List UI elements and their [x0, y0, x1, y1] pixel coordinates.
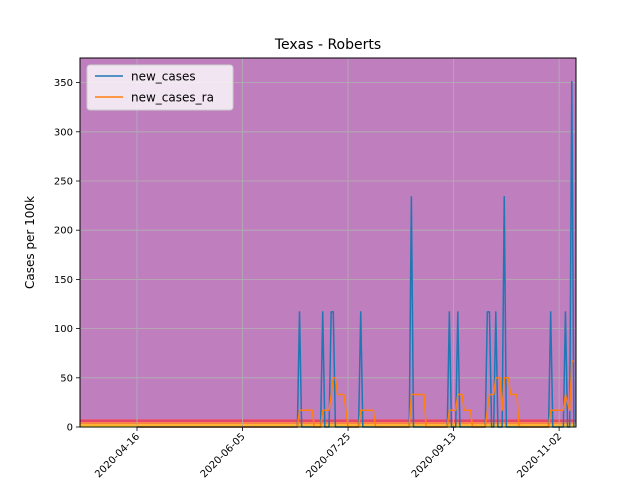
background-band-2	[80, 422, 576, 425]
y-tick-label-0: 0	[67, 423, 73, 434]
background-bands	[80, 58, 576, 427]
background-band-1	[80, 424, 576, 427]
y-tick-label-2: 100	[54, 324, 73, 335]
legend-label-new_cases: new_cases	[131, 70, 196, 84]
y-tick-label-7: 350	[54, 78, 73, 89]
legend: new_cases new_cases_ra	[86, 64, 234, 111]
y-tick-label-3: 150	[54, 275, 73, 286]
y-tick-label-6: 300	[54, 127, 73, 138]
y-axis-label: Cases per 100k	[23, 196, 37, 289]
chart-title: Texas - Roberts	[274, 37, 381, 53]
background-band-4	[80, 58, 576, 420]
background-band-3	[80, 419, 576, 423]
y-axis-ticks: 0 50 100 150 200 250 300 350	[54, 78, 80, 434]
y-tick-label-5: 250	[54, 177, 73, 188]
plot-frame	[79, 57, 577, 428]
series-line-new_cases_ra	[136, 360, 574, 428]
y-tick-label-1: 50	[60, 373, 73, 384]
legend-box	[86, 64, 234, 111]
y-tick-label-4: 200	[54, 226, 73, 237]
legend-label-new_cases_ra: new_cases_ra	[131, 91, 214, 105]
